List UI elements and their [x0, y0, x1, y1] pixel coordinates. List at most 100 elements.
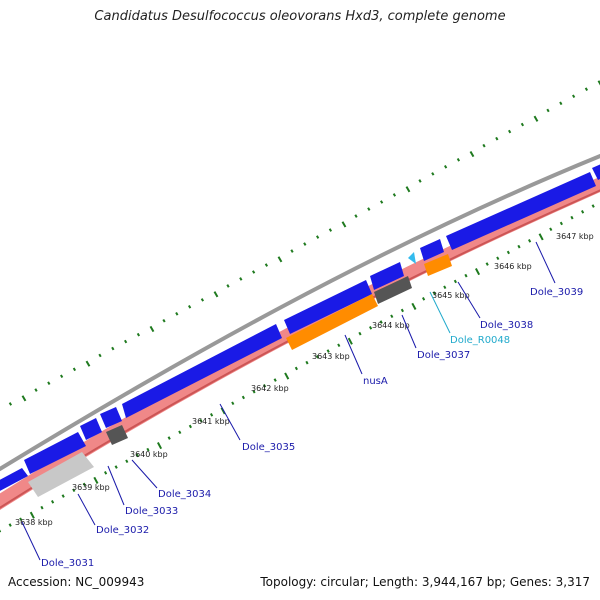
gene-block-forward: [24, 432, 86, 474]
scale-ticks: 3638 kbp 3639 kbp 3640 kbp 3641 kbp 3642 kbp…: [0, 204, 595, 533]
gc-dot: [328, 228, 333, 232]
gc-dot: [380, 200, 384, 204]
gene-block-forward: [420, 239, 444, 261]
scale-tick: [358, 331, 362, 336]
gene-block-forward: [592, 164, 600, 180]
gc-dot: [572, 94, 576, 99]
backbone-track: [0, 153, 600, 472]
gc-dot: [546, 108, 550, 113]
gc-dot: [444, 165, 448, 169]
gc-dot: [405, 186, 411, 193]
gc-dot: [303, 242, 307, 246]
scale-tick: [135, 453, 139, 458]
gc-dot: [85, 360, 91, 367]
gene-leader-line: [219, 403, 241, 441]
gene-block-forward: [0, 468, 28, 491]
scale-tick: [273, 378, 277, 382]
scale-tick: [506, 250, 510, 255]
tick-label: 3641 kbp: [192, 417, 230, 426]
gc-dot: [34, 388, 38, 392]
gc-dot: [354, 214, 358, 218]
tick-label: 3645 kbp: [432, 291, 470, 300]
gene-label: Dole_3034: [158, 489, 211, 500]
scale-tick: [400, 308, 404, 313]
scale-tick: [263, 384, 267, 388]
gene-leader-line: [401, 314, 417, 349]
scale-tick: [305, 360, 309, 365]
scale-tick: [82, 482, 86, 487]
gene-label: Dole_3035: [242, 442, 295, 453]
gc-dot: [264, 263, 269, 267]
scale-tick: [199, 418, 203, 423]
scale-tick: [580, 210, 585, 214]
gc-dot: [213, 291, 219, 298]
gene-label: Dole_3037: [417, 350, 470, 361]
scale-tick: [559, 221, 563, 226]
pseudo-gene-light: [28, 452, 94, 497]
map-title: Candidatus Desulfococcus oleovorans Hxd3…: [94, 9, 506, 24]
gc-dot: [8, 402, 13, 406]
scale-tick: [188, 424, 192, 429]
scale-tick: [496, 256, 500, 261]
scale-tick: [103, 471, 108, 475]
scale-tick: [549, 227, 553, 232]
gc-dot: [469, 150, 475, 158]
scale-tick: [347, 337, 353, 345]
gene-label: Dole_3032: [96, 525, 149, 536]
gene-label: nusA: [363, 376, 388, 387]
gc-dot: [60, 374, 64, 379]
scale-tick: [209, 413, 214, 417]
gene-block-forward: [80, 418, 102, 440]
scale-tick: [464, 273, 468, 278]
gc-dots: [8, 80, 600, 406]
gc-dot: [392, 193, 397, 197]
gene-label: Dole_3033: [125, 506, 178, 517]
scale-tick: [157, 442, 163, 450]
scale-tick: [0, 529, 2, 533]
scale-tick: [241, 395, 245, 400]
gene-leader-line: [77, 493, 96, 526]
gc-dot: [367, 207, 371, 211]
tick-label: 3644 kbp: [372, 321, 410, 330]
scale-tick: [231, 401, 235, 406]
scale-tick: [570, 215, 574, 220]
gc-dot: [456, 158, 461, 162]
gene-label: Dole_3038: [480, 320, 533, 331]
tick-label: 3642 kbp: [251, 384, 289, 393]
scale-tick: [421, 297, 426, 301]
gene-block-forward: [122, 324, 282, 418]
scale-tick: [390, 314, 394, 319]
pseudo-gene-dole-3037: [374, 276, 412, 304]
scale-tick: [167, 436, 171, 440]
scale-tick: [51, 500, 55, 504]
rna-gene-nusA: [286, 294, 378, 350]
scale-tick: [326, 349, 330, 353]
gc-dot: [584, 87, 589, 91]
gc-dot: [508, 129, 512, 134]
gc-dot: [175, 312, 179, 316]
gene-leader-line: [457, 281, 481, 319]
pseudo-gene-dark: [106, 425, 128, 445]
gc-dot: [187, 305, 192, 309]
gc-dot: [341, 221, 347, 228]
gene-block-forward: [284, 280, 372, 334]
gc-dot: [533, 115, 539, 122]
gc-dot: [123, 339, 128, 344]
gc-dot: [290, 249, 294, 253]
scale-tick: [443, 285, 447, 290]
scale-tick: [337, 343, 341, 348]
gc-dot: [136, 332, 141, 337]
scale-tick: [61, 494, 65, 498]
gc-dot: [149, 325, 155, 333]
scale-tick: [125, 459, 129, 464]
scale-tick: [294, 366, 298, 371]
tick-label: 3647 kbp: [556, 232, 594, 241]
tick-label: 3638 kbp: [15, 518, 53, 527]
scale-tick: [284, 372, 290, 380]
scale-tick: [517, 244, 521, 249]
gc-dot: [418, 179, 422, 183]
scale-tick: [29, 511, 35, 519]
scale-tick: [379, 320, 383, 324]
gene-leader-line: [107, 465, 125, 506]
